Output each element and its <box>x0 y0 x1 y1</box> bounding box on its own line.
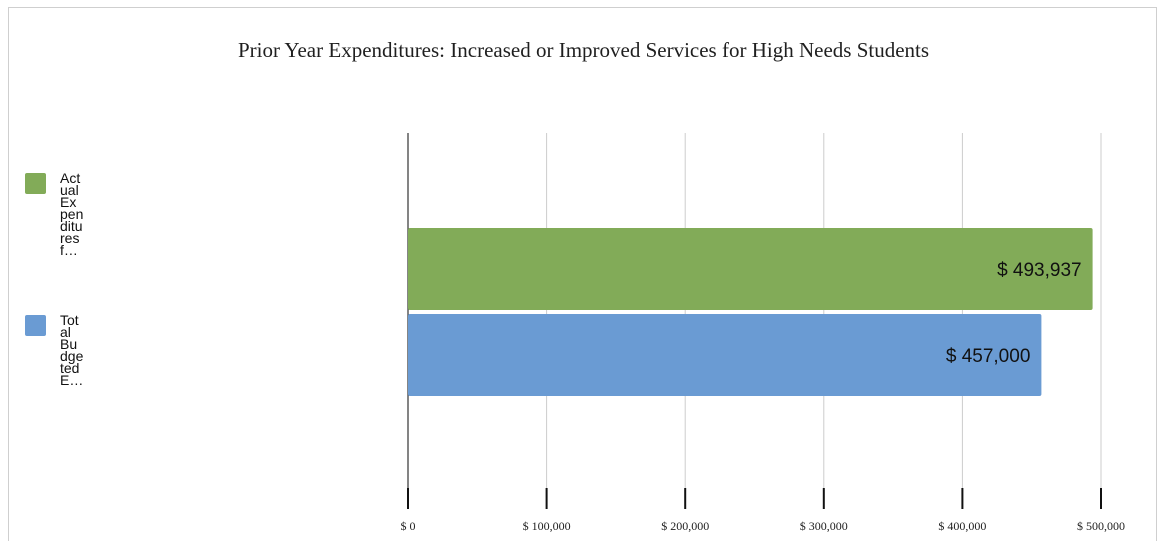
legend-label-budgeted: Tot al Bu dge ted E… <box>60 312 84 388</box>
x-tick-label-3: $ 300,000 <box>800 519 848 533</box>
legend-item-actual: Act ual Ex pen ditu res f… <box>25 170 88 258</box>
x-tick-label-0: $ 0 <box>401 519 416 533</box>
chart-title: Prior Year Expenditures: Increased or Im… <box>237 38 930 62</box>
x-tick-label-5: $ 500,000 <box>1077 519 1125 533</box>
legend-swatch-budgeted <box>25 315 46 336</box>
x-tick-label-1: $ 100,000 <box>523 519 571 533</box>
legend-label-actual: Act ual Ex pen ditu res f… <box>60 170 84 258</box>
x-tick-label-2: $ 200,000 <box>661 519 709 533</box>
bar-1 <box>408 314 1042 396</box>
legend-item-budgeted: Tot al Bu dge ted E… <box>25 312 88 388</box>
bar-0 <box>408 228 1093 310</box>
x-tick-label-4: $ 400,000 <box>938 519 986 533</box>
bar-label-0: $ 493,937 <box>997 260 1082 281</box>
legend-swatch-actual <box>25 173 46 194</box>
bar-label-1: $ 457,000 <box>946 346 1031 367</box>
